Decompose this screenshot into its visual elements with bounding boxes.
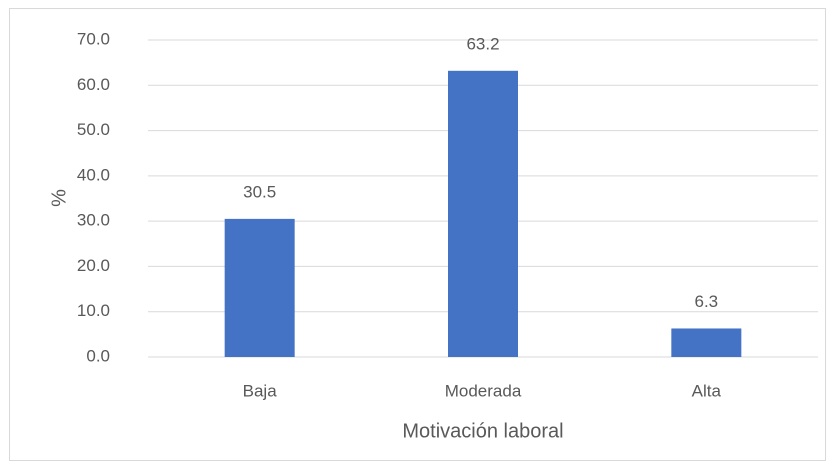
y-tick-label: 40.0 xyxy=(77,165,110,184)
data-label: 63.2 xyxy=(466,34,499,53)
y-tick-label: 50.0 xyxy=(77,120,110,139)
y-tick-label: 60.0 xyxy=(77,75,110,94)
data-label: 6.3 xyxy=(695,292,719,311)
y-axis-title: % xyxy=(48,189,70,207)
x-axis-title: Motivación laboral xyxy=(402,420,563,442)
y-tick-label: 30.0 xyxy=(77,211,110,230)
y-tick-label: 20.0 xyxy=(77,256,110,275)
y-tick-label: 10.0 xyxy=(77,301,110,320)
bar xyxy=(671,328,742,357)
y-tick-label: 0.0 xyxy=(86,346,110,365)
bar xyxy=(448,70,518,358)
data-label: 30.5 xyxy=(243,182,276,201)
chart-border xyxy=(9,8,826,461)
bar xyxy=(224,218,295,357)
x-tick-label: Moderada xyxy=(445,381,522,400)
y-tick-label: 70.0 xyxy=(77,29,110,48)
x-tick-label: Alta xyxy=(692,381,722,400)
x-tick-label: Baja xyxy=(243,381,278,400)
